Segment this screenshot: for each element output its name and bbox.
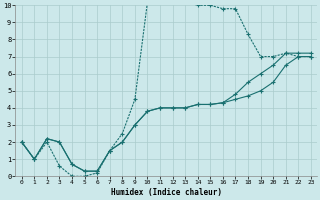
X-axis label: Humidex (Indice chaleur): Humidex (Indice chaleur) <box>111 188 222 197</box>
